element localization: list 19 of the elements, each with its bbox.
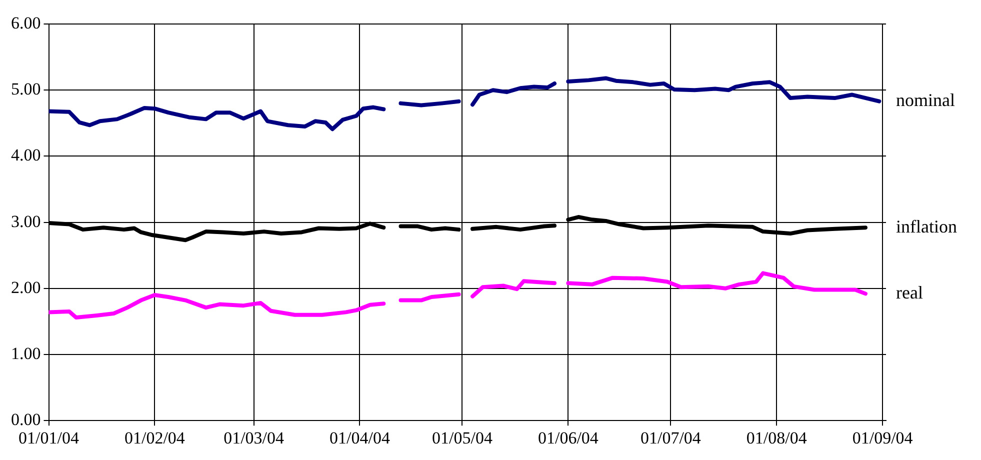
x-tick-label: 01/07/04 [640,428,702,448]
y-tick-label: 4.00 [11,146,41,165]
x-tick-label: 01/09/04 [852,428,914,448]
x-tick-label: 01/05/04 [432,428,493,448]
y-tick-label: 2.00 [11,278,41,297]
x-tick-label: 01/01/04 [18,428,80,448]
y-tick-label: 3.00 [11,212,41,231]
series-label: real [896,282,923,302]
y-tick-label: 5.00 [11,80,41,99]
y-tick-label: 0.00 [11,410,41,430]
series-label: inflation [896,216,957,236]
y-tick-label: 1.00 [11,344,41,363]
x-tick-label: 01/02/04 [124,428,186,448]
x-tick-label: 01/08/04 [746,428,808,448]
series-label: nominal [896,90,955,110]
x-tick-label: 01/04/04 [330,428,390,448]
x-tick-label: 01/06/04 [538,428,599,448]
y-tick-label: 6.00 [11,13,41,32]
x-tick-label: 01/03/04 [224,428,285,448]
